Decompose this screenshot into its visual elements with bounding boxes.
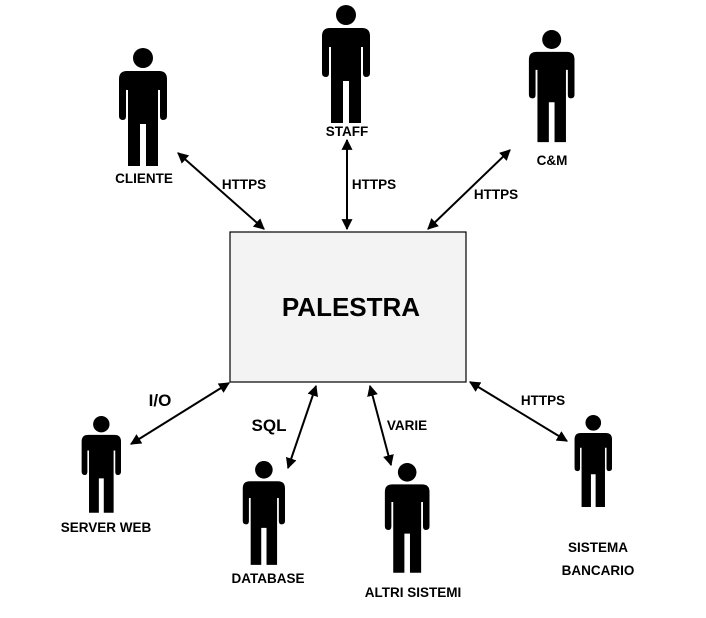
connection-staff: HTTPS xyxy=(341,138,396,231)
bidirectional-arrow xyxy=(177,152,265,230)
connections: HTTPS HTTPS HTTPS I/O SQL VARIE HTTPS xyxy=(130,138,568,470)
person-icon xyxy=(81,416,121,513)
palestra-box xyxy=(229,231,467,383)
protocol-label: SQL xyxy=(252,416,287,435)
protocol-label: HTTPS xyxy=(474,187,518,202)
actor-server-web: SERVER WEB xyxy=(61,416,152,535)
person-icon xyxy=(242,461,285,565)
person-icon xyxy=(322,5,370,123)
connection-cliente: HTTPS xyxy=(177,152,266,230)
connection-server-web: I/O xyxy=(130,382,230,445)
protocol-label: HTTPS xyxy=(352,177,396,192)
actor-database: DATABASE xyxy=(232,461,305,586)
actor-cm: C&M xyxy=(528,30,575,168)
actor-label-sistema-bancario: SISTEMA xyxy=(568,540,628,555)
actor-staff: STAFF xyxy=(322,5,370,139)
actor-label-server-web: SERVER WEB xyxy=(61,520,152,535)
person-icon xyxy=(384,463,430,573)
connection-altri-sistemi: VARIE xyxy=(367,384,427,467)
actor-cliente: CLIENTE xyxy=(115,48,173,186)
actor-sistema-bancario: SISTEMA BANCARIO xyxy=(562,415,635,578)
actor-label-staff: STAFF xyxy=(326,124,369,139)
protocol-label: VARIE xyxy=(387,418,427,433)
actor-label-sistema-bancario: BANCARIO xyxy=(562,563,635,578)
person-icon xyxy=(528,30,575,143)
actor-label-database: DATABASE xyxy=(232,571,305,586)
actor-label-altri-sistemi: ALTRI SISTEMI xyxy=(365,585,462,600)
actor-altri-sistemi: ALTRI SISTEMI xyxy=(365,463,462,600)
protocol-label: I/O xyxy=(149,391,172,410)
connection-sistema-bancario: HTTPS xyxy=(469,381,568,442)
actors: CLIENTE STAFF C&M SERVER WEB DATABASE ALTRI S… xyxy=(61,5,635,600)
bidirectional-arrow xyxy=(469,381,568,442)
connection-database: SQL xyxy=(252,384,319,470)
protocol-label: HTTPS xyxy=(521,393,565,408)
connection-cm: HTTPS xyxy=(427,149,518,230)
person-icon xyxy=(574,415,612,508)
center-system: PALESTRA xyxy=(229,231,467,383)
palestra-label: PALESTRA xyxy=(282,292,420,322)
bidirectional-arrow xyxy=(367,384,394,467)
bidirectional-arrow xyxy=(285,384,319,470)
protocol-label: HTTPS xyxy=(222,177,266,192)
bidirectional-arrow xyxy=(427,149,511,230)
person-icon xyxy=(119,48,167,166)
actor-label-cm: C&M xyxy=(537,153,568,168)
actor-label-cliente: CLIENTE xyxy=(115,171,173,186)
bidirectional-arrow xyxy=(130,382,230,445)
